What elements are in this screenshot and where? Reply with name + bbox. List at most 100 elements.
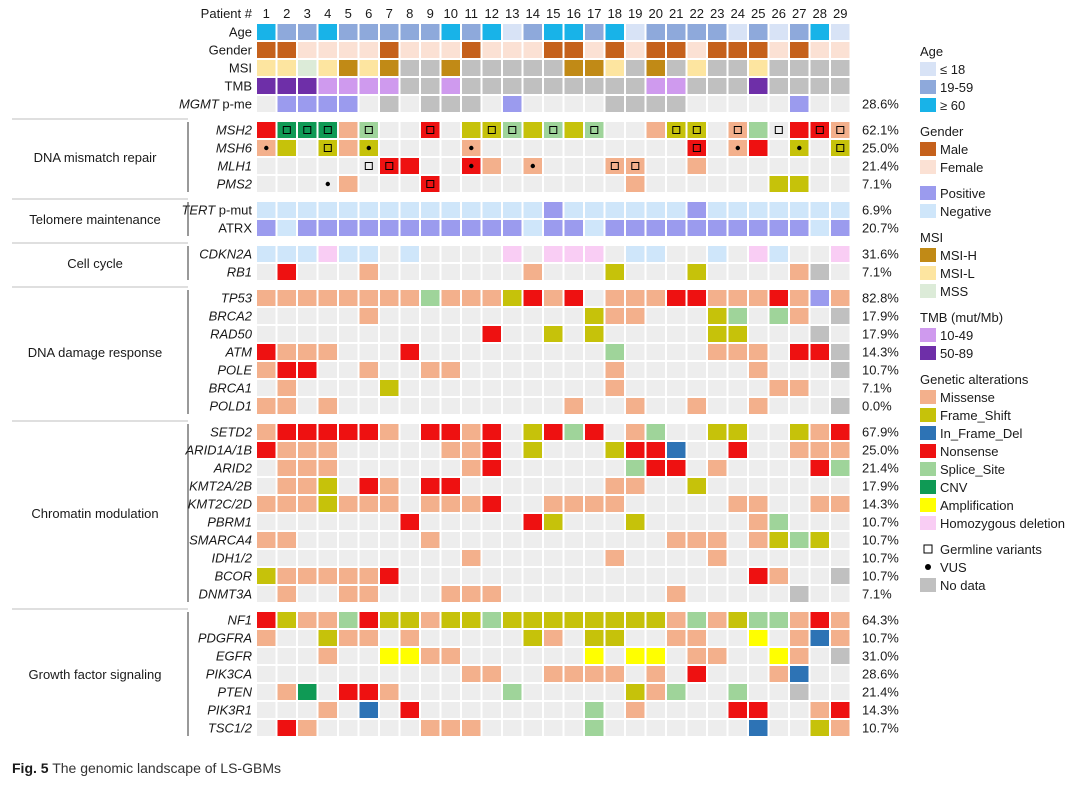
gene-row-cell xyxy=(667,460,686,476)
gene-row-cell xyxy=(728,176,747,192)
gene-row-cell xyxy=(585,380,604,396)
legend-swatch xyxy=(920,204,936,218)
gene-row-cell xyxy=(605,532,624,548)
gene-row-cell xyxy=(318,460,337,476)
gene-row-cell xyxy=(400,344,419,360)
gene-row-cell xyxy=(441,702,460,718)
gene-row-cell xyxy=(585,684,604,700)
gene-row-cell xyxy=(544,398,563,414)
gene-row-cell xyxy=(626,612,645,628)
clinical-track-cell xyxy=(482,60,501,76)
gene-row-cell xyxy=(523,246,542,262)
legend-item-label: VUS xyxy=(940,560,967,575)
gene-row-cell xyxy=(421,612,440,628)
gene-row-cell xyxy=(831,140,850,156)
germline-marker xyxy=(508,126,517,134)
gene-row-cell xyxy=(359,398,378,414)
frequency-label: 21.4% xyxy=(862,685,899,700)
gene-row-cell xyxy=(708,326,727,342)
clinical-track-cell xyxy=(708,24,727,40)
gene-row-cell xyxy=(359,202,378,218)
gene-row-cell xyxy=(380,514,399,530)
clinical-track-cell xyxy=(482,24,501,40)
gene-row-cell xyxy=(318,442,337,458)
gene-row-cell xyxy=(523,398,542,414)
gene-row-cell xyxy=(359,176,378,192)
gene-row-cell xyxy=(769,264,788,280)
gene-row-cell xyxy=(421,424,440,440)
gene-row-cell xyxy=(482,122,501,138)
clinical-track-cell xyxy=(728,42,747,58)
track-label: Age xyxy=(229,25,252,40)
gene-row-cell xyxy=(544,478,563,494)
gene-row-cell xyxy=(544,122,563,138)
gene-row-cell xyxy=(482,612,501,628)
gene-row-cell xyxy=(626,514,645,530)
clinical-track-cell xyxy=(400,24,419,40)
gene-row-cell xyxy=(585,478,604,494)
gene-row-cell xyxy=(564,460,583,476)
gene-row-cell xyxy=(749,550,768,566)
gene-row-cell xyxy=(421,478,440,494)
gene-row-cell xyxy=(359,264,378,280)
gene-row-cell xyxy=(441,362,460,378)
gene-row-cell xyxy=(646,246,665,262)
gene-row-cell xyxy=(298,308,317,324)
gene-row-cell xyxy=(749,96,768,112)
clinical-track-cell xyxy=(708,42,727,58)
gene-row-cell xyxy=(769,158,788,174)
gene-row-cell xyxy=(564,308,583,324)
gene-row-cell xyxy=(810,630,829,646)
gene-row-cell xyxy=(523,568,542,584)
gene-row-cell xyxy=(523,586,542,602)
gene-row-cell xyxy=(421,344,440,360)
gene-row-cell xyxy=(646,158,665,174)
gene-row-cell xyxy=(831,398,850,414)
clinical-track-cell xyxy=(831,60,850,76)
gene-row-cell xyxy=(769,550,788,566)
gene-row-cell xyxy=(441,612,460,628)
frequency-label: 10.7% xyxy=(862,533,899,548)
gene-row-cell xyxy=(708,720,727,736)
gene-row-cell xyxy=(646,612,665,628)
clinical-track-cell xyxy=(564,60,583,76)
gene-row-cell xyxy=(503,550,522,566)
frequency-label: 21.4% xyxy=(862,461,899,476)
gene-row-cell xyxy=(831,344,850,360)
clinical-track-cell xyxy=(564,78,583,94)
gene-row-cell xyxy=(257,158,276,174)
germline-marker xyxy=(836,126,845,134)
gene-row-cell xyxy=(441,478,460,494)
gene-row-cell xyxy=(790,290,809,306)
gene-row-cell xyxy=(339,398,358,414)
gene-row-cell xyxy=(687,380,706,396)
gene-row-cell xyxy=(523,122,542,138)
clinical-track-cell xyxy=(441,42,460,58)
gene-row-cell xyxy=(359,96,378,112)
gene-row-cell xyxy=(769,702,788,718)
gene-row-cell xyxy=(564,648,583,664)
gene-row-cell xyxy=(687,246,706,262)
gene-row-cell xyxy=(810,290,829,306)
gene-row-cell xyxy=(339,514,358,530)
frequency-label: 20.7% xyxy=(862,221,899,236)
gene-row-cell xyxy=(728,158,747,174)
gene-row-cell xyxy=(708,362,727,378)
gene-row-cell xyxy=(318,344,337,360)
gene-row-cell xyxy=(646,442,665,458)
gene-row-cell xyxy=(790,666,809,682)
legend-swatch xyxy=(920,62,936,76)
gene-row-cell xyxy=(523,612,542,628)
gene-row-cell xyxy=(605,720,624,736)
gene-row-cell xyxy=(298,158,317,174)
patient-number: 29 xyxy=(833,6,847,21)
gene-row-cell xyxy=(277,532,296,548)
gene-row-cell xyxy=(708,140,727,156)
gene-row-cell xyxy=(626,398,645,414)
clinical-track-cell xyxy=(503,24,522,40)
gene-row-cell xyxy=(626,344,645,360)
gene-row-cell xyxy=(605,424,624,440)
gene-row-cell xyxy=(318,158,337,174)
gene-row-cell xyxy=(441,202,460,218)
gene-row-cell xyxy=(544,514,563,530)
